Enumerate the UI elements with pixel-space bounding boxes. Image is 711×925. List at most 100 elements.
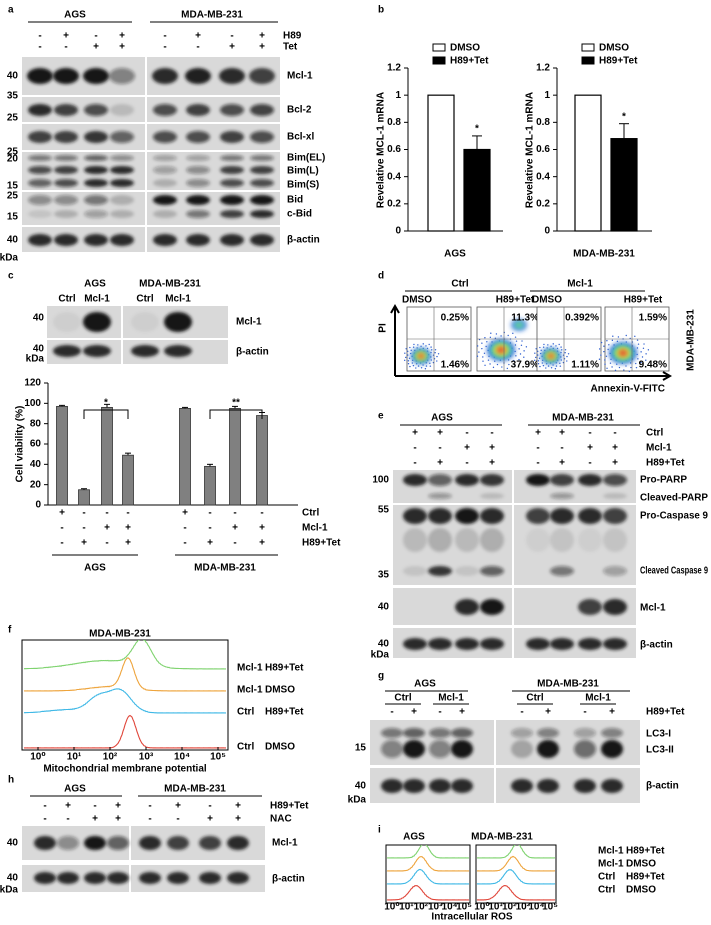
legend-treatment: DMSO (626, 859, 656, 870)
sign: - (413, 443, 416, 454)
cell-dot (630, 366, 632, 369)
legend-group: Mcl-1 (237, 663, 263, 674)
cell-dot (425, 365, 428, 367)
cell-dot (606, 367, 608, 370)
cell-dot (636, 347, 639, 349)
cell-dot (618, 366, 621, 369)
band (480, 566, 504, 576)
band (574, 779, 596, 793)
sign: + (232, 523, 238, 534)
band (139, 872, 161, 884)
condition-label: Ctrl (646, 428, 663, 439)
sign: + (259, 31, 265, 42)
mw-marker: 40 (378, 639, 390, 650)
band (153, 155, 177, 161)
histogram-curve (476, 855, 556, 872)
band (199, 836, 221, 850)
legend-group: Mcl-1 (598, 859, 624, 870)
band (153, 131, 177, 143)
cell-dot (567, 353, 570, 355)
band-label: Cleaved-PARP (640, 493, 708, 504)
legend-group: Ctrl (237, 742, 254, 753)
cell-dot (515, 340, 518, 342)
mw-unit: kDa (0, 253, 18, 264)
legend-swatch (432, 56, 446, 65)
cell-dot (647, 349, 650, 351)
quadrant-percent: 1.46% (441, 360, 469, 371)
cell-dot (645, 353, 647, 355)
band (250, 234, 274, 246)
panel-label: i (378, 825, 381, 836)
legend-swatch (432, 43, 446, 52)
cell-dot (523, 350, 525, 352)
group-header: Ctrl (451, 279, 468, 290)
cell-dot (643, 343, 645, 345)
band (153, 210, 177, 218)
cell-dot (408, 357, 411, 359)
cell-dot (417, 344, 419, 346)
sign: - (82, 523, 85, 534)
sign: - (105, 538, 108, 549)
sign: - (613, 428, 616, 439)
sign: - (536, 443, 539, 454)
band-label: Bcl-2 (287, 105, 312, 116)
x-tick-label: 10³ (139, 752, 154, 763)
cell-dot (637, 358, 639, 360)
band (53, 345, 81, 357)
band-label: β-actin (640, 640, 673, 651)
band (84, 166, 108, 174)
histogram-curve (386, 856, 469, 872)
band (83, 68, 109, 84)
cell-dot (609, 362, 612, 364)
band (110, 234, 134, 246)
sign: - (230, 31, 233, 42)
band (526, 638, 550, 650)
band (550, 638, 574, 650)
band (526, 474, 550, 486)
cell-dot (407, 360, 410, 362)
x-axis-label: Annexin-V-FITC (591, 384, 665, 395)
band (455, 508, 479, 524)
y-axis-label: Revelative MCL-1 mRNA (376, 92, 387, 208)
band (574, 728, 596, 738)
cell-dot (561, 349, 563, 351)
sign: + (559, 458, 565, 469)
sign: + (437, 428, 443, 439)
cell-dot (430, 359, 432, 361)
band (403, 474, 427, 486)
band (428, 638, 452, 650)
cell-dot (564, 352, 566, 354)
cell-dot (564, 349, 567, 351)
band (511, 779, 533, 793)
cell-dot (537, 354, 539, 356)
cell-dot (481, 342, 483, 344)
sign: + (489, 443, 495, 454)
histogram-curve (386, 868, 469, 885)
cell-dot (559, 362, 561, 364)
band (28, 166, 52, 174)
legend-treatment: H89+Tet (265, 663, 304, 674)
band-label: Bim(EL) (287, 153, 325, 164)
band (220, 104, 244, 116)
cell-dot (635, 366, 638, 369)
cell-dot (603, 350, 605, 353)
cell-dot (410, 349, 412, 352)
x-axis-label: AGS (444, 249, 466, 260)
band (578, 508, 602, 524)
x-tick-label: 10⁰ (474, 902, 490, 913)
band (84, 234, 108, 246)
sign: - (438, 443, 441, 454)
cell-dot (556, 347, 559, 350)
cell-dot (507, 359, 510, 361)
sample-label: Ctrl (58, 294, 75, 305)
cell-dot (476, 355, 479, 357)
legend-group: Mcl-1 (598, 846, 624, 857)
histogram-curve (23, 714, 226, 749)
sign: + (437, 458, 443, 469)
cell-dot (404, 352, 406, 354)
cell-dot (540, 352, 542, 355)
condition-label: Tet (283, 42, 298, 53)
band (84, 155, 108, 161)
sign: + (207, 814, 213, 825)
